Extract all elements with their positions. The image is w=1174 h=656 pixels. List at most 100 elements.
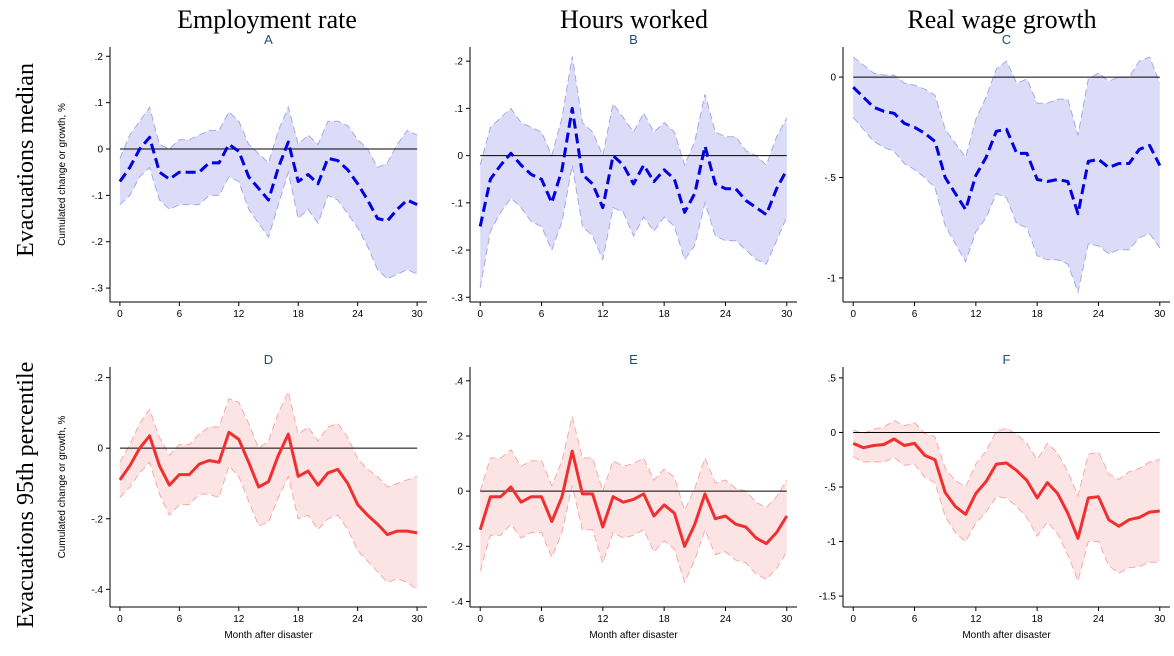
panel-c: C 0 -.5 -1 0 6 12 18 24 30 — [824, 32, 1170, 320]
x-tick-label: 0 — [477, 614, 483, 625]
panel-e: E .4 .2 0 -.2 -.4 0 6 12 18 24 30 Month after disast… — [451, 352, 797, 641]
x-tick-label: 18 — [293, 614, 305, 625]
estimate-line — [852, 86, 1162, 216]
y-tick-label: .5 — [828, 373, 837, 384]
estimate-line — [118, 430, 418, 537]
lower-ci-line — [119, 461, 418, 590]
panel-title: E — [629, 352, 638, 367]
x-tick-label: 12 — [233, 309, 245, 320]
y-tick-label: -.3 — [451, 293, 463, 304]
x-tick-label: 0 — [477, 309, 483, 320]
x-tick-label: 24 — [1093, 309, 1105, 320]
upper-ci-line — [853, 419, 1160, 498]
y-tick-label: -.5 — [824, 173, 836, 184]
y-tick-label: -.2 — [91, 237, 103, 248]
x-tick-label: 0 — [850, 309, 856, 320]
panel-title: C — [1002, 32, 1011, 47]
upper-ci-line — [119, 390, 418, 488]
y-tick-label: -.2 — [451, 246, 463, 257]
x-tick-label: 24 — [720, 614, 732, 625]
panel-title: F — [1003, 352, 1011, 367]
panel-b: B .2 .1 0 -.1 -.2 -.3 0 6 12 18 24 30 — [451, 32, 797, 320]
estimate-line — [478, 106, 789, 227]
confidence-band — [853, 57, 1160, 292]
y-tick-label: .4 — [455, 376, 464, 387]
x-tick-label: 0 — [850, 614, 856, 625]
x-tick-label: 12 — [597, 309, 609, 320]
y-tick-label: -.1 — [91, 191, 103, 202]
upper-ci-line — [479, 416, 788, 512]
y-tick-label: .1 — [455, 104, 464, 115]
x-tick-label: 12 — [597, 614, 609, 625]
x-tick-label: 30 — [781, 614, 793, 625]
x-tick-label: 24 — [352, 614, 364, 625]
y-axis-label: Cumulated change or growth, % — [57, 415, 68, 558]
x-tick-label: 6 — [177, 614, 183, 625]
confidence-band — [480, 56, 787, 288]
y-tick-label: 0 — [830, 428, 836, 439]
lower-ci-line — [479, 165, 788, 288]
column-title-employment: Employment rate — [177, 5, 357, 34]
estimate-line — [852, 437, 1160, 540]
x-tick-label: 18 — [659, 309, 671, 320]
x-tick-label: 12 — [970, 614, 982, 625]
y-tick-label: .2 — [455, 57, 464, 68]
x-tick-label: 30 — [412, 614, 424, 625]
x-tick-label: 18 — [1032, 614, 1044, 625]
column-title-wage: Real wage growth — [907, 5, 1096, 34]
x-tick-label: 30 — [412, 309, 424, 320]
y-tick-label: 0 — [830, 73, 836, 84]
y-tick-label: -.4 — [91, 585, 103, 596]
lower-ci-line — [852, 456, 1160, 583]
panel-a: A .2 .1 0 -.1 -.2 -.3 0 6 12 18 24 30 Cumulated chang… — [57, 32, 427, 320]
column-title-hours: Hours worked — [560, 5, 708, 34]
x-tick-label: 18 — [1032, 309, 1044, 320]
x-axis-label: Month after disaster — [224, 630, 313, 641]
panel-title: D — [264, 352, 273, 367]
row-title-p95: Evacuations 95th percentile — [13, 362, 39, 629]
y-tick-label: .2 — [95, 373, 104, 384]
y-axis-label: Cumulated change or growth, % — [57, 103, 68, 246]
y-tick-label: -1.5 — [819, 592, 837, 603]
panels: A .2 .1 0 -.1 -.2 -.3 0 6 12 18 24 30 Cumulated chang… — [57, 32, 1170, 641]
y-tick-label: -.5 — [824, 483, 836, 494]
y-tick-label: -.4 — [451, 597, 463, 608]
panel-title: B — [629, 32, 638, 47]
x-tick-label: 18 — [293, 309, 305, 320]
lower-ci-line — [119, 166, 418, 280]
estimate-line — [478, 449, 789, 548]
y-tick-label: -.3 — [91, 284, 103, 295]
x-tick-label: 24 — [720, 309, 732, 320]
x-tick-label: 30 — [1154, 309, 1166, 320]
confidence-band — [119, 391, 418, 590]
x-tick-label: 6 — [912, 309, 918, 320]
y-tick-label: -.2 — [451, 542, 463, 553]
x-tick-label: 6 — [912, 614, 918, 625]
panel-f: F .5 0 -.5 -1 -1.5 0 6 12 18 24 30 Month after disas… — [819, 352, 1170, 641]
x-axis-label: Month after disaster — [962, 630, 1051, 641]
x-tick-label: 6 — [539, 309, 545, 320]
x-tick-label: 6 — [177, 309, 183, 320]
upper-ci-line — [852, 56, 1161, 159]
lower-ci-line — [479, 485, 788, 584]
y-tick-label: .2 — [95, 52, 104, 63]
x-tick-label: 0 — [117, 614, 123, 625]
x-tick-label: 24 — [1093, 614, 1105, 625]
x-tick-label: 18 — [659, 614, 671, 625]
panel-d: D .2 0 -.2 -.4 0 6 12 18 24 30 Cumulated change or … — [57, 352, 427, 641]
y-tick-label: .1 — [95, 98, 104, 109]
y-tick-label: 0 — [97, 444, 103, 455]
x-tick-label: 30 — [781, 309, 793, 320]
x-tick-label: 24 — [352, 309, 364, 320]
row-title-median: Evacuations median — [13, 63, 39, 257]
x-tick-label: 6 — [539, 614, 545, 625]
confidence-band — [119, 107, 418, 279]
x-axis-label: Month after disaster — [589, 630, 678, 641]
y-tick-label: 0 — [457, 487, 463, 498]
x-tick-label: 0 — [117, 309, 123, 320]
lower-ci-line — [852, 116, 1161, 294]
y-tick-label: -.2 — [91, 514, 103, 525]
confidence-band — [853, 420, 1160, 581]
y-tick-label: -1 — [827, 273, 836, 284]
